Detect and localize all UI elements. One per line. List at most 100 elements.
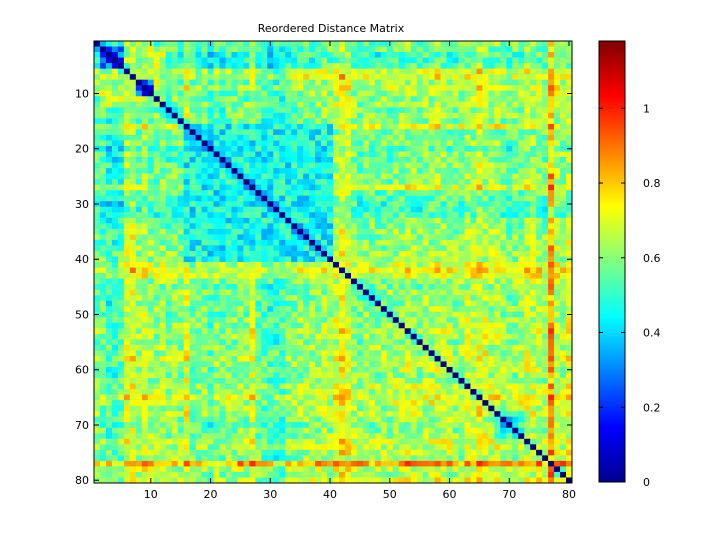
heatmap-cell <box>404 378 412 384</box>
heatmap-cell <box>542 168 549 174</box>
heatmap-cell <box>536 372 543 379</box>
heatmap-cell <box>386 278 394 285</box>
heatmap-cell <box>350 140 358 147</box>
heatmap-cell <box>452 46 459 53</box>
heatmap-cell <box>303 140 310 147</box>
heatmap-cell <box>297 289 304 296</box>
heatmap-cell <box>147 140 155 147</box>
heatmap-cell <box>362 57 370 64</box>
heatmap-cell <box>566 328 573 335</box>
heatmap-cell <box>255 372 262 379</box>
heatmap-cell <box>111 273 119 279</box>
heatmap-cell <box>482 366 489 373</box>
heatmap-cell <box>177 112 185 119</box>
heatmap-cell <box>279 129 286 136</box>
heatmap-cell <box>267 151 274 158</box>
heatmap-cell <box>255 134 262 141</box>
heatmap-cell <box>165 289 173 296</box>
heatmap-cell <box>147 63 155 70</box>
heatmap-cell <box>147 157 155 163</box>
heatmap-cell <box>380 234 388 241</box>
heatmap-cell <box>225 366 232 373</box>
heatmap-cell <box>500 123 507 130</box>
heatmap-cell <box>189 63 196 70</box>
heatmap-cell <box>560 151 567 158</box>
heatmap-cell <box>129 57 137 64</box>
heatmap-cell <box>536 179 543 186</box>
heatmap-cell <box>500 134 507 141</box>
heatmap-cell <box>512 201 519 208</box>
heatmap-cell <box>500 79 507 86</box>
heatmap-cell <box>135 333 143 340</box>
heatmap-cell <box>398 41 406 47</box>
heatmap-cell <box>147 317 155 324</box>
heatmap-cell <box>135 289 143 296</box>
heatmap-cell <box>213 157 220 163</box>
heatmap-cell <box>548 328 555 335</box>
heatmap-cell <box>542 184 549 191</box>
heatmap-cell <box>201 85 208 92</box>
heatmap-cell <box>99 217 107 224</box>
heatmap-cell <box>374 157 382 163</box>
heatmap-cell <box>237 134 244 141</box>
heatmap-cell <box>386 118 394 125</box>
heatmap-cell <box>105 300 113 307</box>
heatmap-cell <box>524 256 531 263</box>
heatmap-cell <box>554 239 561 246</box>
heatmap-cell <box>171 328 179 335</box>
heatmap-cell <box>560 107 567 114</box>
heatmap-cell <box>518 256 525 263</box>
heatmap-cell <box>338 223 346 230</box>
heatmap-cell <box>315 284 322 291</box>
heatmap-cell <box>195 201 202 208</box>
heatmap-cell <box>536 157 543 163</box>
heatmap-cell <box>315 267 322 274</box>
heatmap-cell <box>392 223 400 230</box>
heatmap-cell <box>548 355 555 362</box>
heatmap-cell <box>428 112 435 119</box>
heatmap-cell <box>129 90 137 97</box>
heatmap-cell <box>392 284 400 291</box>
heatmap-cell <box>476 184 483 191</box>
heatmap-cell <box>428 256 435 263</box>
heatmap-cell <box>291 145 298 152</box>
heatmap-cell <box>518 134 525 141</box>
heatmap-cell <box>530 239 537 246</box>
heatmap-cell <box>189 217 196 224</box>
heatmap-cell <box>297 250 304 257</box>
heatmap-cell <box>147 284 155 291</box>
heatmap-cell <box>135 184 143 191</box>
heatmap-cell <box>279 79 286 86</box>
heatmap-cell <box>99 129 107 136</box>
heatmap-cell <box>446 273 453 279</box>
heatmap-cell <box>153 311 161 318</box>
heatmap-cell <box>177 234 185 241</box>
heatmap-cell <box>177 140 185 147</box>
heatmap-cell <box>135 195 143 202</box>
heatmap-cell <box>273 300 280 307</box>
heatmap-cell <box>452 361 459 368</box>
heatmap-cell <box>482 118 489 125</box>
heatmap-cell <box>452 145 459 152</box>
heatmap-cell <box>94 140 101 147</box>
heatmap-cell <box>243 372 250 379</box>
heatmap-cell <box>362 311 370 318</box>
heatmap-cell <box>458 378 465 384</box>
heatmap-cell <box>189 168 196 174</box>
heatmap-cell <box>356 361 364 368</box>
heatmap-cell <box>398 201 406 208</box>
heatmap-cell <box>153 168 161 174</box>
heatmap-cell <box>362 52 370 58</box>
heatmap-cell <box>243 46 250 53</box>
heatmap-cell <box>560 306 567 313</box>
heatmap-cell <box>404 234 412 241</box>
heatmap-cell <box>321 57 328 64</box>
heatmap-cell <box>344 134 352 141</box>
heatmap-cell <box>183 90 191 97</box>
heatmap-cell <box>303 344 310 351</box>
heatmap-cell <box>386 179 394 186</box>
heatmap-cell <box>315 184 322 191</box>
heatmap-cell <box>267 63 274 70</box>
heatmap-cell <box>374 184 382 191</box>
heatmap-cell <box>416 311 424 318</box>
